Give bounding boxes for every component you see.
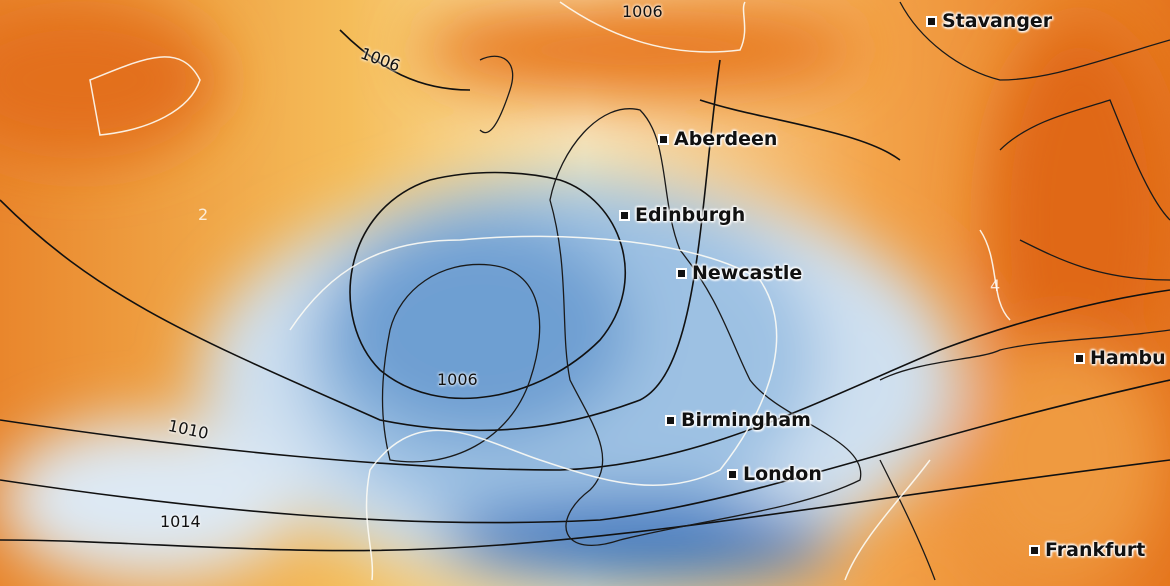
city-name: Aberdeen	[674, 128, 778, 150]
city-label-london: London	[729, 463, 822, 485]
city-marker	[928, 17, 935, 25]
city-name: London	[743, 463, 822, 485]
city-name: Edinburgh	[635, 204, 746, 226]
city-name: Birmingham	[681, 409, 811, 431]
city-label-aberdeen: Aberdeen	[660, 128, 777, 150]
city-marker	[678, 269, 685, 277]
city-marker	[729, 470, 736, 478]
contour-label: 2	[198, 205, 209, 224]
city-marker	[660, 135, 667, 143]
isobar-label: 1014	[160, 512, 201, 531]
city-name: Newcastle	[692, 262, 803, 284]
temperature-contours	[89, 1, 1011, 581]
city-label-birmingham: Birmingham	[667, 409, 811, 431]
city-marker	[667, 416, 674, 424]
city-label-edinburgh: Edinburgh	[621, 204, 745, 226]
city-label-hamburg: Hambu	[1076, 347, 1166, 369]
city-label-newcastle: Newcastle	[678, 262, 802, 284]
city-name: Hambu	[1090, 347, 1166, 369]
coastlines	[381, 1, 1170, 581]
isobar-label: 1006	[437, 370, 478, 389]
city-marker	[1076, 354, 1083, 362]
city-marker	[621, 211, 628, 219]
city-marker	[1031, 546, 1038, 554]
city-name: Frankfurt	[1045, 539, 1146, 561]
city-label-frankfurt: Frankfurt	[1031, 539, 1145, 561]
city-name: Stavanger	[942, 10, 1053, 32]
isobar-label: 1006	[622, 2, 663, 21]
isobars	[0, 29, 1170, 552]
city-label-stavanger: Stavanger	[928, 10, 1052, 32]
contour-label: 4	[990, 276, 1001, 295]
